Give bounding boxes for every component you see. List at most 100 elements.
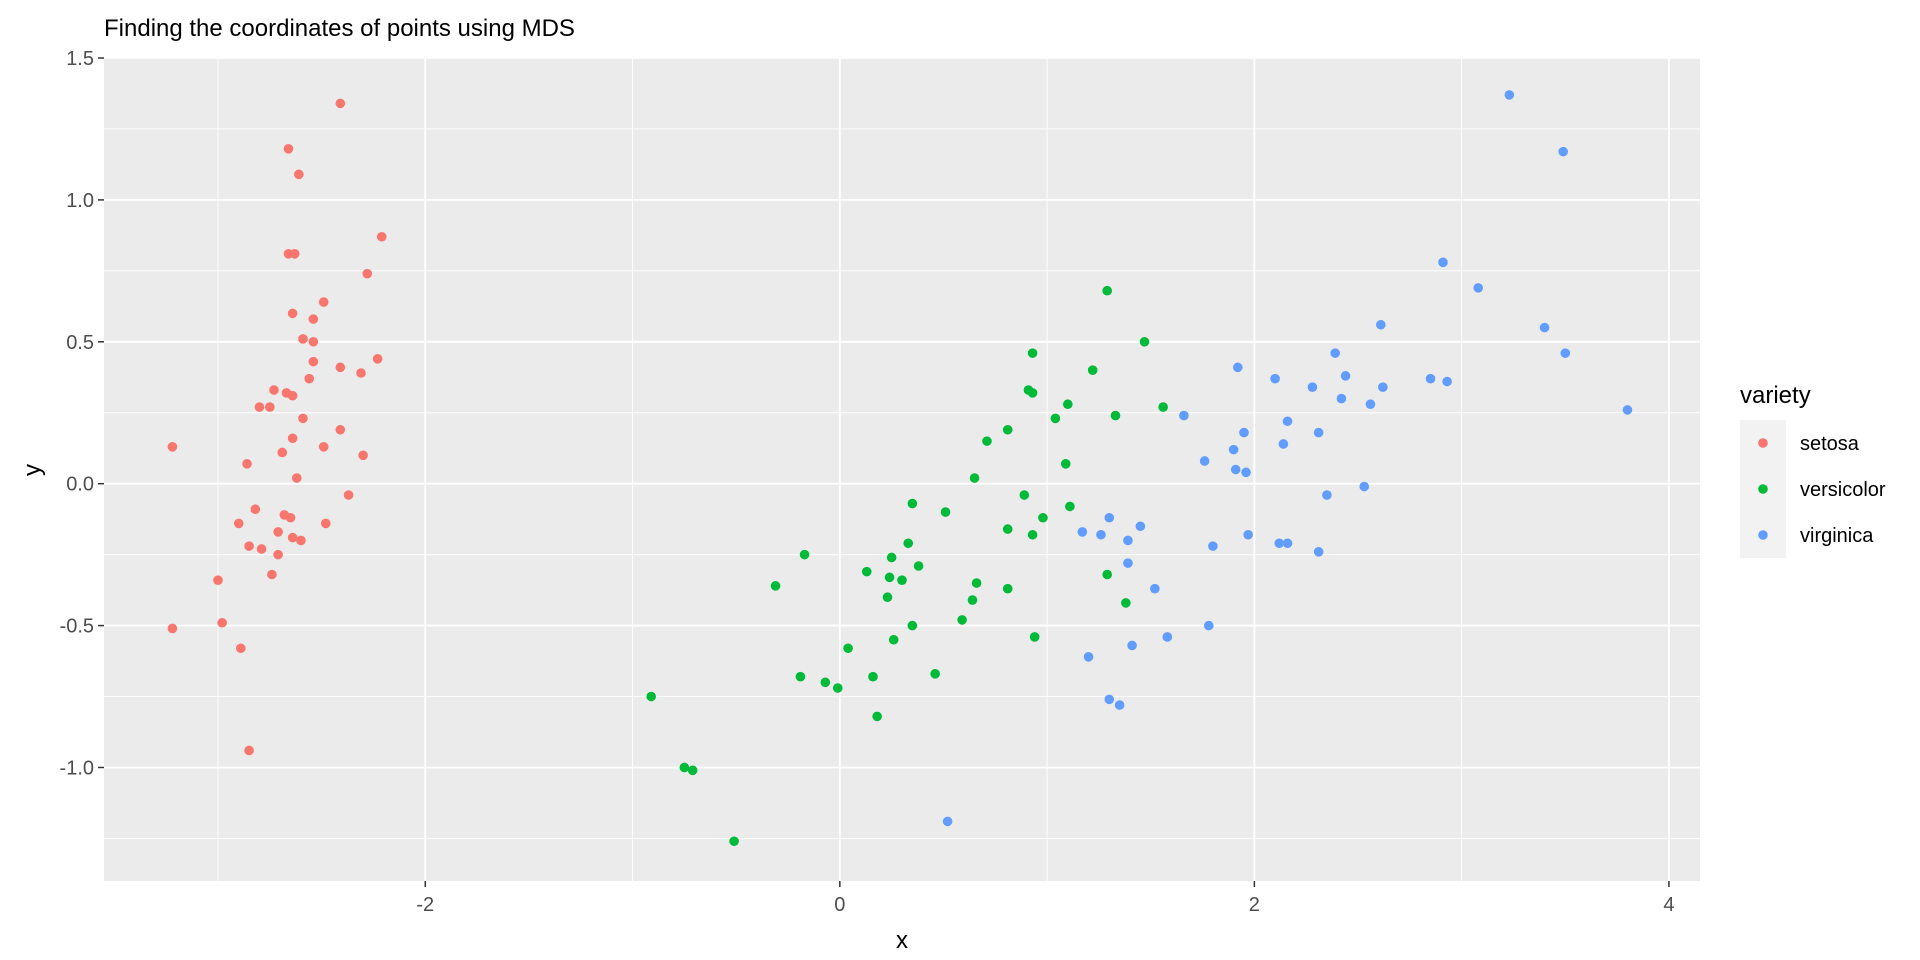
data-point-setosa xyxy=(296,535,306,546)
data-point-versicolor xyxy=(930,669,940,679)
data-point-versicolor xyxy=(1102,285,1112,296)
data-point-setosa xyxy=(372,354,383,364)
data-point-setosa xyxy=(265,402,275,412)
data-point-versicolor xyxy=(1087,365,1098,375)
data-point-versicolor xyxy=(897,575,907,585)
data-point-virginica xyxy=(1230,464,1241,475)
data-point-versicolor xyxy=(969,473,980,483)
chart-title: Finding the coordinates of points using … xyxy=(104,15,575,42)
data-point-versicolor xyxy=(886,552,897,563)
data-point-versicolor xyxy=(971,578,982,588)
legend-marker-virginica xyxy=(1758,530,1768,540)
y-axis: -1.0 -0.5 0.0 0.5 1.0 1.5 xyxy=(60,48,104,779)
data-point-setosa xyxy=(283,144,294,154)
data-point-virginica xyxy=(1359,481,1370,492)
data-point-virginica xyxy=(1199,456,1210,466)
data-point-versicolor xyxy=(1029,632,1040,642)
data-point-virginica xyxy=(1270,373,1280,384)
legend: variety setosa versicolor virginica xyxy=(1740,382,1886,558)
data-point-versicolor xyxy=(940,507,951,517)
data-point-virginica xyxy=(1208,541,1218,551)
data-point-versicolor xyxy=(799,549,810,560)
gridlines xyxy=(104,57,1700,881)
data-point-versicolor xyxy=(1050,413,1061,424)
y-tick-label: 1.5 xyxy=(66,48,94,70)
data-point-versicolor xyxy=(1110,410,1121,421)
data-point-setosa xyxy=(298,334,308,344)
data-point-virginica xyxy=(1278,439,1289,449)
x-tick-label: -2 xyxy=(416,894,434,916)
data-point-versicolor xyxy=(1002,524,1013,534)
data-point-setosa xyxy=(254,402,265,412)
data-point-versicolor xyxy=(832,683,843,693)
data-points xyxy=(167,90,1633,847)
data-point-setosa xyxy=(294,169,304,180)
x-tick-label: 2 xyxy=(1249,894,1260,916)
data-point-virginica xyxy=(1104,694,1115,705)
data-point-setosa xyxy=(217,617,227,628)
data-point-setosa xyxy=(291,473,302,483)
data-point-virginica xyxy=(1127,640,1137,651)
data-point-versicolor xyxy=(1158,402,1168,412)
data-point-versicolor xyxy=(1102,569,1112,580)
data-point-virginica xyxy=(1282,538,1293,549)
data-point-versicolor xyxy=(882,592,893,603)
data-point-setosa xyxy=(287,532,298,543)
x-tick-label: 4 xyxy=(1663,894,1674,916)
data-point-virginica xyxy=(1622,405,1633,415)
data-point-versicolor xyxy=(1139,336,1150,347)
data-point-setosa xyxy=(318,441,329,452)
data-point-virginica xyxy=(1307,382,1318,393)
data-point-versicolor xyxy=(872,711,882,722)
data-point-setosa xyxy=(343,490,354,500)
data-point-versicolor xyxy=(1027,388,1038,398)
data-point-setosa xyxy=(242,459,252,469)
data-point-virginica xyxy=(1096,529,1106,540)
data-point-setosa xyxy=(167,623,178,634)
data-point-versicolor xyxy=(967,595,978,605)
data-point-virginica xyxy=(1336,393,1347,404)
data-point-virginica xyxy=(1241,467,1251,478)
data-point-versicolor xyxy=(982,436,992,446)
legend-items: setosa versicolor virginica xyxy=(1740,420,1886,558)
data-point-setosa xyxy=(308,314,319,324)
data-point-virginica xyxy=(1104,512,1115,523)
y-axis-title: y xyxy=(19,464,46,476)
data-point-virginica xyxy=(1179,410,1189,421)
data-point-virginica xyxy=(1123,558,1133,568)
data-point-versicolor xyxy=(795,671,806,682)
data-point-virginica xyxy=(1558,146,1568,157)
data-point-setosa xyxy=(277,447,288,458)
data-point-setosa xyxy=(256,544,267,554)
data-point-versicolor xyxy=(1063,399,1073,410)
series-versicolor xyxy=(646,285,1168,847)
data-point-virginica xyxy=(1114,700,1125,710)
y-tick-label: -1.0 xyxy=(60,757,94,779)
data-point-virginica xyxy=(1378,382,1388,393)
x-axis-title: x xyxy=(896,927,908,954)
data-point-versicolor xyxy=(1002,583,1013,594)
data-point-versicolor xyxy=(861,566,872,577)
y-tick-label: 1.0 xyxy=(66,190,94,212)
data-point-virginica xyxy=(1313,547,1324,557)
legend-label-virginica: virginica xyxy=(1800,525,1874,547)
data-point-versicolor xyxy=(884,572,895,583)
data-point-versicolor xyxy=(1002,424,1013,435)
data-point-versicolor xyxy=(1121,598,1131,608)
x-axis: -2 0 2 4 xyxy=(416,881,1674,916)
data-point-virginica xyxy=(1330,348,1340,358)
data-point-virginica xyxy=(1313,427,1324,438)
data-point-versicolor xyxy=(1027,529,1038,540)
data-point-versicolor xyxy=(646,691,656,702)
data-point-virginica xyxy=(1203,620,1214,631)
data-point-setosa xyxy=(267,569,277,580)
x-tick-label: 0 xyxy=(834,894,845,916)
y-tick-label: 0.5 xyxy=(66,332,94,354)
data-point-setosa xyxy=(320,518,331,529)
data-point-setosa xyxy=(362,268,373,279)
data-point-versicolor xyxy=(913,561,924,571)
data-point-virginica xyxy=(1473,283,1484,293)
data-point-virginica xyxy=(1442,376,1452,387)
data-point-versicolor xyxy=(729,836,739,847)
